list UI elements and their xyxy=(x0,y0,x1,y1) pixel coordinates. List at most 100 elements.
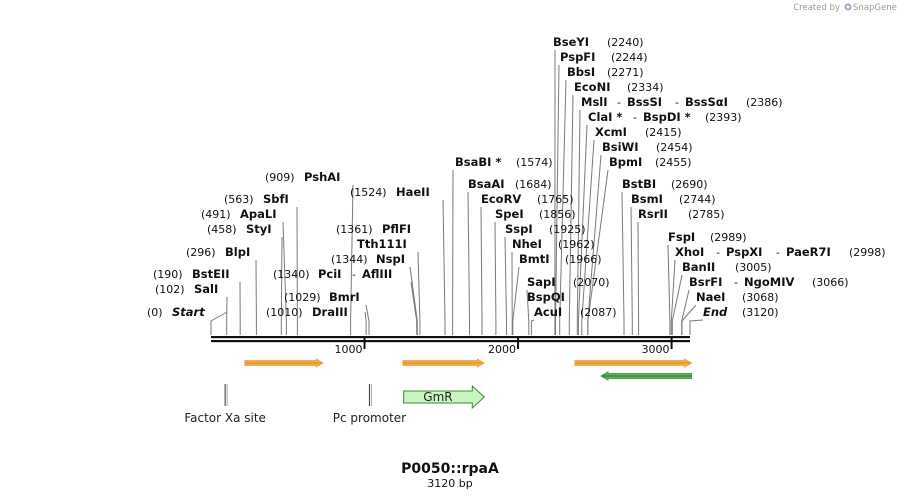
site-label-banii[interactable]: BanII xyxy=(682,260,715,274)
site-label-msli[interactable]: MslI xyxy=(581,95,608,109)
site-label-paer7i[interactable]: PaeR7I xyxy=(786,245,831,259)
feature-track[interactable]: Factor Xa site Pc promoter GmR xyxy=(184,358,693,425)
site-label-fspi[interactable]: FspI xyxy=(668,230,695,244)
restriction-site-labels[interactable]: (0) Start (102) SalI (190) BstEII (296) … xyxy=(147,35,886,319)
site-label-bseyi[interactable]: BseYI xyxy=(553,35,589,49)
site-label-bmti[interactable]: BmtI xyxy=(519,252,550,266)
leader-draiii xyxy=(364,311,367,335)
site-pos-bsabi: (1574) xyxy=(516,156,553,169)
leader-pspfi xyxy=(555,64,560,335)
site-label-afliii[interactable]: AflIII xyxy=(362,267,392,281)
gmr-gene[interactable]: GmR xyxy=(403,384,486,410)
site-label-bsaai[interactable]: BsaAI xyxy=(468,177,505,191)
site-pos-draiii: (1010) xyxy=(266,306,303,319)
orange-arrow-2[interactable] xyxy=(402,358,486,368)
site-sep-pcii-afliii: - xyxy=(352,268,356,281)
site-label-pflfi[interactable]: PflFI xyxy=(382,222,411,236)
credit-brand: SnapGene xyxy=(853,3,897,13)
site-label-acui[interactable]: AcuI xyxy=(534,305,562,319)
site-label-start[interactable]: Start xyxy=(172,305,205,319)
site-pos-pcii-afliii: (1340) xyxy=(273,268,310,281)
snapgene-credit: Created by SnapGene xyxy=(793,3,897,13)
leader-rsrii xyxy=(637,221,640,335)
site-label-ngomiv[interactable]: NgoMIV xyxy=(744,275,794,289)
site-label-rsrii[interactable]: RsrII xyxy=(638,207,668,221)
site-label-bsssi[interactable]: BssSI xyxy=(627,95,662,109)
site-pos-naei: (3068) xyxy=(742,291,779,304)
site-label-bsrfi[interactable]: BsrFI xyxy=(689,275,722,289)
site-label-draiii[interactable]: DraIII xyxy=(312,305,348,319)
site-sep-pspxi-paer7i: - xyxy=(776,246,780,259)
site-label-tth111i[interactable]: Tth111I xyxy=(357,237,407,251)
site-label-bsssai[interactable]: BssSαI xyxy=(685,95,728,109)
site-label-pspxi[interactable]: PspXI xyxy=(726,245,762,259)
site-label-sali[interactable]: SalI xyxy=(194,282,218,296)
site-pos-start: (0) xyxy=(147,306,163,319)
site-label-styi[interactable]: StyI xyxy=(246,222,272,236)
site-pos-msli: (2386) xyxy=(746,96,783,109)
plasmid-length: 3120 bp xyxy=(427,477,472,490)
leader-end xyxy=(689,319,704,335)
factor-xa-site[interactable]: Factor Xa site xyxy=(184,384,266,425)
site-label-end[interactable]: End xyxy=(703,305,728,319)
site-label-spei[interactable]: SpeI xyxy=(495,207,524,221)
site-label-bspdi[interactable]: BspDI * xyxy=(643,110,691,124)
site-pos-sapi-bspqi: (2070) xyxy=(573,276,610,289)
site-pos-bmti: (1966) xyxy=(565,253,602,266)
dna-backbone[interactable] xyxy=(211,336,690,343)
site-label-bsteii[interactable]: BstEII xyxy=(192,267,230,281)
site-label-haeii[interactable]: HaeII xyxy=(396,185,430,199)
site-label-blpi[interactable]: BlpI xyxy=(225,245,250,259)
site-label-sbfi[interactable]: SbfI xyxy=(263,192,289,206)
site-sep-xhoi-pspxi: - xyxy=(716,246,720,259)
site-label-nhei[interactable]: NheI xyxy=(512,237,542,251)
site-label-bmri[interactable]: BmrI xyxy=(329,290,360,304)
site-label-bspqi[interactable]: BspQI xyxy=(527,290,565,304)
site-label-xcmi[interactable]: XcmI xyxy=(595,125,627,139)
pc-promoter[interactable]: Pc promoter xyxy=(333,384,406,425)
site-label-bpmi[interactable]: BpmI xyxy=(609,155,642,169)
site-label-sapi[interactable]: SapI xyxy=(527,275,556,289)
site-label-apali[interactable]: ApaLI xyxy=(240,207,277,221)
leader-xhoi xyxy=(670,259,676,335)
site-label-bbsi[interactable]: BbsI xyxy=(567,65,595,79)
leader-bmti xyxy=(512,266,520,335)
leader-bmri xyxy=(365,304,370,335)
site-pos-rsrii: (2785) xyxy=(688,208,725,221)
site-label-bstbi[interactable]: BstBI xyxy=(622,177,656,191)
orange-arrow-3[interactable] xyxy=(574,358,693,368)
site-label-pcii[interactable]: PciI xyxy=(318,267,341,281)
plasmid-name: P0050::rpaA xyxy=(401,461,499,477)
factor-xa-site-label: Factor Xa site xyxy=(184,411,266,425)
site-pos-xcmi: (2415) xyxy=(645,126,682,139)
site-pos-bseyi: (2240) xyxy=(607,36,644,49)
leader-styi xyxy=(280,236,283,335)
site-label-sspi[interactable]: SspI xyxy=(505,222,533,236)
site-label-pshai[interactable]: PshAI xyxy=(304,170,340,184)
site-pos-apali: (491) xyxy=(201,208,231,221)
orange-arrow-1[interactable] xyxy=(244,358,324,368)
site-pos-end: (3120) xyxy=(742,306,779,319)
site-label-nspi[interactable]: NspI xyxy=(376,252,405,266)
site-leader-lines xyxy=(210,49,704,335)
site-label-bsmi[interactable]: BsmI xyxy=(631,192,663,206)
site-label-clai[interactable]: ClaI * xyxy=(588,110,622,124)
leader-fspi xyxy=(667,244,671,335)
site-label-econi[interactable]: EcoNI xyxy=(574,80,610,94)
site-label-ecorv[interactable]: EcoRV xyxy=(481,192,521,206)
leader-acui xyxy=(530,319,535,335)
site-label-pspfi[interactable]: PspFI xyxy=(560,50,595,64)
green-arrow[interactable] xyxy=(600,371,692,381)
site-pos-haeii: (1524) xyxy=(350,186,387,199)
site-pos-blpi: (296) xyxy=(186,246,216,259)
site-pos-bmri: (1029) xyxy=(284,291,321,304)
leader-banii xyxy=(671,274,683,335)
site-label-bsiwi[interactable]: BsiWI xyxy=(602,140,639,154)
leader-bsmi xyxy=(630,206,633,335)
site-label-bsabi[interactable]: BsaBI * xyxy=(455,155,501,169)
site-label-xhoi[interactable]: XhoI xyxy=(675,245,704,259)
site-label-naei[interactable]: NaeI xyxy=(696,290,725,304)
leader-xcmi xyxy=(581,139,595,335)
leader-start xyxy=(210,311,228,335)
